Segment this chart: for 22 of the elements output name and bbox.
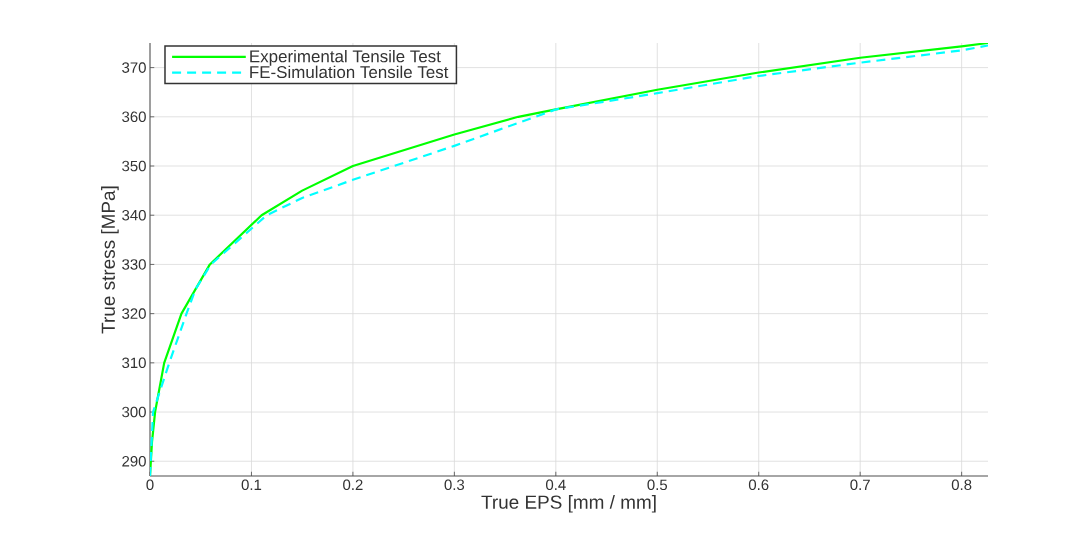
x-tick-label: 0.3 [444,479,465,491]
x-tick-label: 0.8 [951,479,972,491]
legend-label: Experimental Tensile Test [250,49,441,66]
x-tick-label: 0.5 [647,479,668,491]
y-tick-label: 330 [122,259,146,270]
x-tick-label: 0 [146,479,154,491]
x-tick-label: 0.2 [343,479,363,491]
legend-label: FE-Simulation Tensile Test [250,65,449,79]
y-tick-label: 360 [122,111,146,123]
x-tick-label: 0.4 [546,479,566,491]
y-tick-label: 300 [122,406,146,418]
y-tick-label: 310 [122,357,146,369]
x-tick-label: 0.6 [748,479,769,491]
y-tick-label: 320 [122,308,146,319]
y-tick-label: 370 [122,62,146,73]
y-tick-label: 290 [122,455,146,467]
x-tick-label: 0.1 [241,479,262,491]
x-axis-title: True EPS [mm / mm] [481,494,656,513]
y-tick-label: 350 [122,160,146,172]
y-axis-title: True stress [MPa] [101,186,119,334]
x-tick-label: 0.7 [850,479,870,491]
y-tick-label: 340 [122,209,146,221]
